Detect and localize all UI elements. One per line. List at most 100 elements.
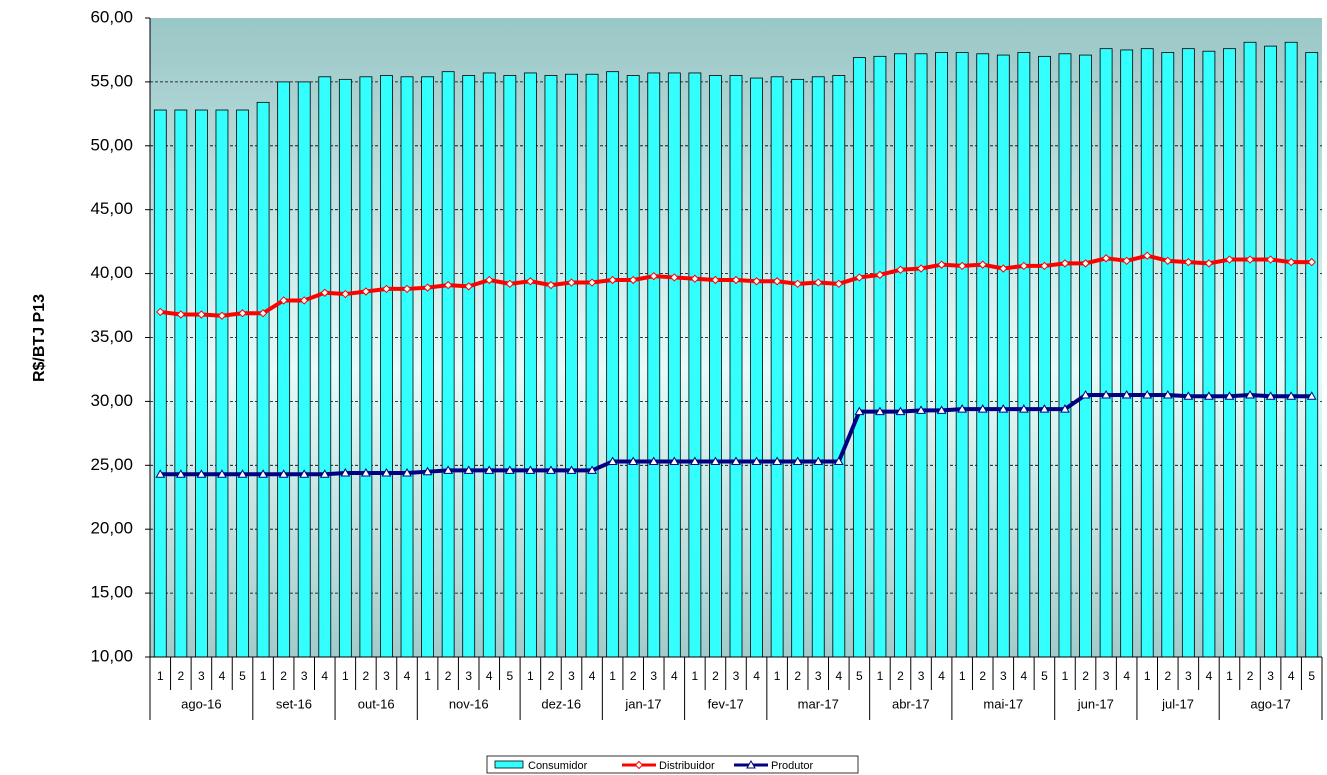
x-tick-label: 3 <box>1103 669 1110 683</box>
line-marker <box>916 405 926 414</box>
bar <box>1181 48 1195 658</box>
line-marker <box>217 311 227 320</box>
line-marker <box>1225 255 1234 264</box>
line-marker <box>670 273 679 282</box>
line-marker <box>1101 254 1111 263</box>
x-tick-label: 1 <box>1226 669 1233 683</box>
line-marker <box>793 279 802 289</box>
x-tick-label: 1 <box>692 669 699 683</box>
group-label: mar-17 <box>798 696 839 711</box>
group-label: mai-17 <box>983 696 1023 711</box>
line-marker <box>1142 390 1153 399</box>
line-marker <box>690 274 700 283</box>
bar <box>709 75 722 658</box>
x-tick-label: 4 <box>1021 669 1028 683</box>
x-tick-label: 1 <box>342 669 349 683</box>
legend-marker <box>746 759 756 769</box>
x-tick-label: 1 <box>527 669 534 683</box>
line-marker <box>1306 391 1317 400</box>
line-marker <box>1184 257 1193 267</box>
x-tick-label: 4 <box>938 669 945 683</box>
bar <box>523 72 537 658</box>
line-marker <box>1080 390 1091 399</box>
line-marker <box>422 466 433 476</box>
line-marker <box>1101 390 1111 399</box>
x-tick-label: 3 <box>918 669 925 683</box>
line-marker <box>196 469 207 478</box>
legend-marker <box>634 760 644 770</box>
line-marker <box>319 469 330 478</box>
line-marker <box>916 264 926 273</box>
x-tick-label: 5 <box>506 669 513 683</box>
x-tick-label: 3 <box>198 669 205 683</box>
x-tick-label: 2 <box>177 669 184 683</box>
x-tick-label: 2 <box>1082 669 1089 683</box>
line-marker <box>999 264 1008 273</box>
bar <box>811 76 825 658</box>
line-marker <box>381 467 392 477</box>
line-marker <box>587 278 597 287</box>
x-tick-label: 3 <box>1185 669 1192 683</box>
line-marker <box>423 283 432 292</box>
x-tick-label: 2 <box>712 669 719 683</box>
line-marker <box>833 456 844 465</box>
group-label: set-16 <box>276 696 312 711</box>
bar <box>462 75 476 658</box>
bar <box>297 81 311 658</box>
y-tick-label: 25,00 <box>90 455 133 474</box>
bar <box>1079 54 1092 658</box>
line-marker <box>546 465 556 474</box>
line-marker <box>731 275 741 285</box>
bar <box>1264 45 1277 658</box>
y-tick-label: 30,00 <box>90 391 133 410</box>
line-marker <box>752 277 761 286</box>
bar <box>1202 50 1216 658</box>
line-marker <box>402 284 412 294</box>
x-tick-label: 4 <box>404 669 411 683</box>
bar <box>667 72 681 658</box>
line-marker <box>669 456 680 465</box>
x-tick-label: 4 <box>589 669 596 683</box>
x-tick-label: 3 <box>733 669 740 683</box>
y-tick-label: 20,00 <box>90 519 133 538</box>
bar <box>873 55 887 658</box>
x-tick-label: 3 <box>650 669 657 683</box>
x-tick-label: 5 <box>239 669 246 683</box>
line-marker <box>258 469 268 478</box>
line-marker <box>402 467 412 477</box>
bar <box>421 76 434 658</box>
line-marker <box>1081 259 1090 268</box>
line-marker <box>1162 390 1173 399</box>
line-marker <box>1163 256 1172 266</box>
x-tick-label: 1 <box>1144 669 1151 683</box>
group-label: out-16 <box>358 696 395 711</box>
line-marker <box>341 289 350 299</box>
line-marker <box>1245 255 1255 264</box>
line-marker <box>1183 391 1194 400</box>
line-marker <box>628 275 638 285</box>
line-marker <box>1307 257 1316 267</box>
x-tick-label: 2 <box>897 669 904 683</box>
line-marker <box>855 273 864 282</box>
line-marker <box>485 275 494 285</box>
x-tick-label: 3 <box>568 669 575 683</box>
line-marker <box>566 465 577 474</box>
bar <box>647 72 661 658</box>
x-tick-label: 3 <box>815 669 822 683</box>
bar <box>1140 48 1154 658</box>
bar <box>729 75 743 658</box>
line-marker <box>176 310 186 319</box>
bar <box>955 52 969 658</box>
bar <box>585 73 599 658</box>
bar <box>832 75 846 658</box>
line-marker <box>710 456 721 465</box>
bar <box>626 75 640 658</box>
bar <box>503 75 517 658</box>
line-marker <box>525 465 536 474</box>
line-marker <box>648 456 659 465</box>
group-label: abr-17 <box>892 696 930 711</box>
bar <box>1017 52 1031 658</box>
x-tick-label: 2 <box>1164 669 1171 683</box>
legend-label: Consumidor <box>528 760 588 772</box>
group-label: jun-17 <box>1077 696 1114 711</box>
